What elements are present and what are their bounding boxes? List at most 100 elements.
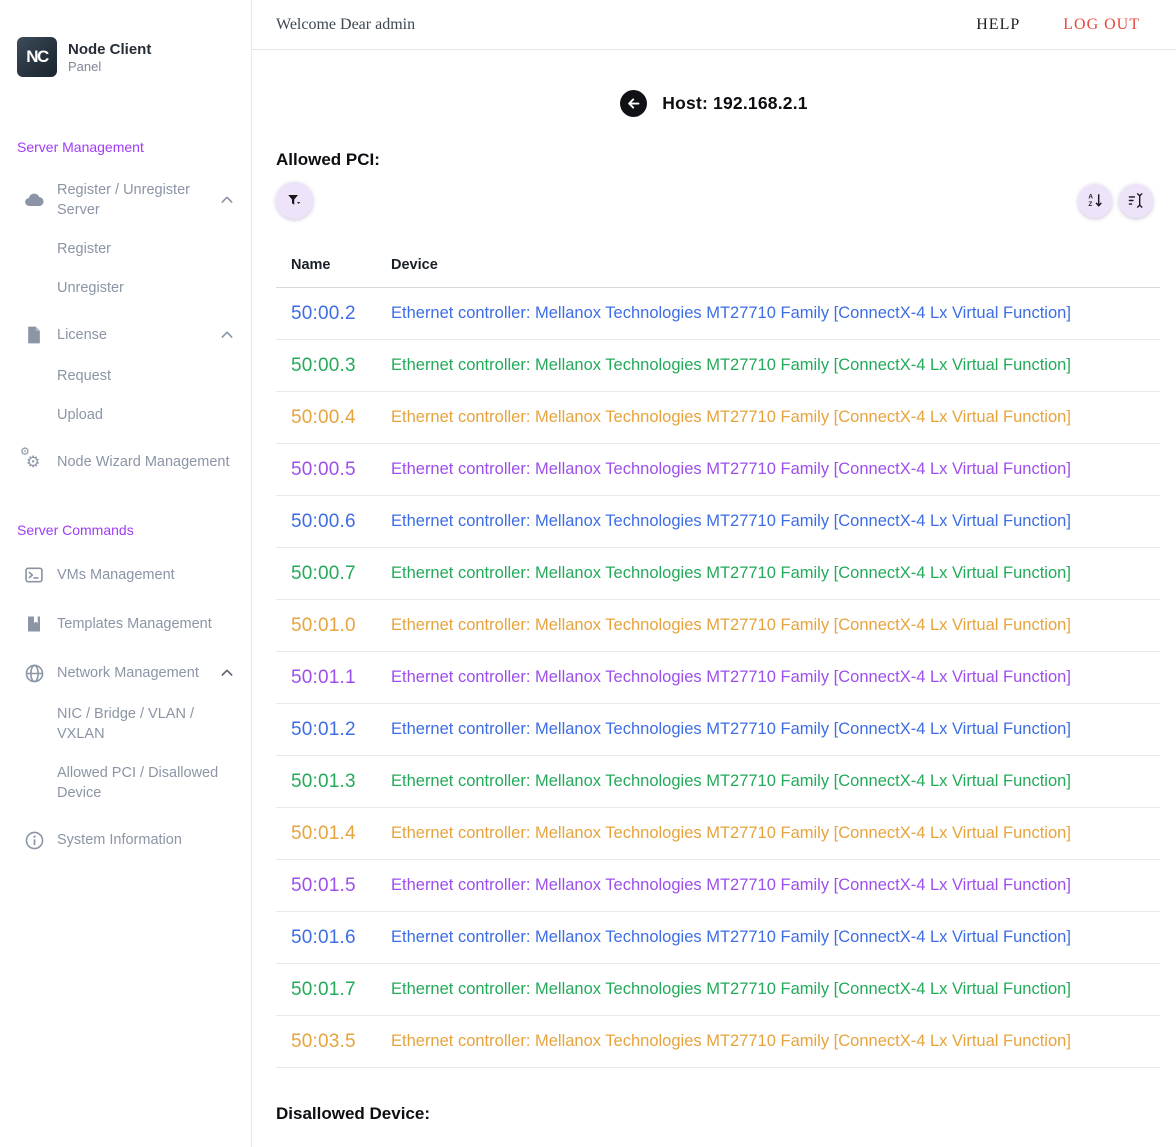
sidebar-item-request[interactable]: Request (57, 368, 112, 384)
sidebar-item-network-management[interactable]: Network Management (22, 661, 235, 685)
pci-device-cell: Ethernet controller: Mellanox Technologi… (391, 564, 1071, 582)
pci-name-cell[interactable]: 50:00.4 (291, 406, 356, 428)
table-row[interactable]: 50:00.2 Ethernet controller: Mellanox Tec… (276, 288, 1160, 340)
sidebar-item-unregister[interactable]: Unregister (57, 280, 124, 296)
chevron-up-icon (219, 327, 235, 343)
back-button[interactable] (620, 90, 648, 117)
filter-icon (287, 194, 300, 205)
sidebar-item-label: Node Wizard Management (57, 454, 230, 470)
sidebar-item-label: License (57, 327, 107, 343)
pci-name-cell[interactable]: 50:00.2 (291, 302, 356, 324)
pci-name-cell[interactable]: 50:01.6 (291, 926, 356, 948)
pci-name-cell[interactable]: 50:01.4 (291, 822, 356, 844)
sidebar-item-register-unregister-server[interactable]: Register / Unregister Server (22, 180, 235, 220)
help-link[interactable]: HELP (976, 15, 1021, 33)
pci-device-cell: Ethernet controller: Mellanox Technologi… (391, 824, 1071, 842)
logout-link[interactable]: LOG OUT (1063, 15, 1140, 33)
sidebar-item-node-wizard-management[interactable]: ⚙ ⚙ Node Wizard Management (20, 445, 235, 474)
table-toolbar: A Z (276, 182, 1153, 219)
pci-device-cell: Ethernet controller: Mellanox Technologi… (391, 512, 1071, 530)
info-icon (22, 828, 46, 852)
globe-icon (22, 661, 46, 685)
disallowed-device-heading: Disallowed Device: (276, 1104, 431, 1123)
table-row[interactable]: 50:01.7 Ethernet controller: Mellanox Tec… (276, 964, 1160, 1016)
allowed-pci-heading: Allowed PCI: (276, 150, 380, 169)
pci-name-cell[interactable]: 50:01.1 (291, 666, 356, 688)
pci-device-cell: Ethernet controller: Mellanox Technologi… (391, 928, 1071, 946)
pci-device-cell: Ethernet controller: Mellanox Technologi… (391, 876, 1071, 894)
pci-device-cell: Ethernet controller: Mellanox Technologi… (391, 668, 1071, 686)
pci-name-cell[interactable]: 50:00.7 (291, 562, 356, 584)
pci-name-cell[interactable]: 50:00.6 (291, 510, 356, 532)
sidebar-item-label: VMs Management (57, 567, 175, 583)
app-title: Node Client (68, 40, 152, 58)
sidebar-item-label: Network Management (57, 665, 199, 681)
table-row[interactable]: 50:00.3 Ethernet controller: Mellanox Tec… (276, 340, 1160, 392)
table-header: Name Device (276, 242, 1160, 288)
main-column: Welcome Dear admin HELP LOG OUT Host: 19… (252, 0, 1176, 1147)
svg-text:A: A (1088, 193, 1093, 200)
pci-device-cell: Ethernet controller: Mellanox Technologi… (391, 616, 1071, 634)
pci-device-cell: Ethernet controller: Mellanox Technologi… (391, 356, 1071, 374)
table-row[interactable]: 50:00.4 Ethernet controller: Mellanox Tec… (276, 392, 1160, 444)
column-header-name: Name (291, 256, 331, 273)
pci-device-cell: Ethernet controller: Mellanox Technologi… (391, 460, 1071, 478)
content-area: Host: 192.168.2.1 Allowed PCI: A Z (252, 50, 1176, 1147)
table-row[interactable]: 50:01.1 Ethernet controller: Mellanox Tec… (276, 652, 1160, 704)
logo-icon: NC (17, 37, 57, 77)
pci-device-cell: Ethernet controller: Mellanox Technologi… (391, 980, 1071, 998)
pci-name-cell[interactable]: 50:01.2 (291, 718, 356, 740)
cloud-icon (22, 188, 46, 212)
pci-device-cell: Ethernet controller: Mellanox Technologi… (391, 772, 1071, 790)
filter-button[interactable] (276, 182, 313, 219)
pci-name-cell[interactable]: 50:03.5 (291, 1030, 356, 1052)
table-row[interactable]: 50:01.4 Ethernet controller: Mellanox Tec… (276, 808, 1160, 860)
sort-amount-button[interactable] (1119, 183, 1153, 218)
table-row[interactable]: 50:00.7 Ethernet controller: Mellanox Tec… (276, 548, 1160, 600)
chevron-up-icon (219, 665, 235, 681)
column-header-device: Device (391, 256, 438, 273)
file-icon (22, 323, 46, 347)
table-row[interactable]: 50:01.3 Ethernet controller: Mellanox Tec… (276, 756, 1160, 808)
pci-device-cell: Ethernet controller: Mellanox Technologi… (391, 408, 1071, 426)
arrow-left-icon (628, 98, 640, 109)
sidebar-item-nic-bridge-vlan-vxlan[interactable]: NIC / Bridge / VLAN / VXLAN (57, 706, 194, 742)
table-row[interactable]: 50:00.5 Ethernet controller: Mellanox Tec… (276, 444, 1160, 496)
chevron-up-icon (219, 192, 235, 208)
table-body: 50:00.2 Ethernet controller: Mellanox Tec… (276, 288, 1160, 1068)
section-server-commands: Server Commands (17, 522, 134, 538)
pci-name-cell[interactable]: 50:01.7 (291, 978, 356, 1000)
pci-name-cell[interactable]: 50:01.0 (291, 614, 356, 636)
table-row[interactable]: 50:00.6 Ethernet controller: Mellanox Tec… (276, 496, 1160, 548)
pci-name-cell[interactable]: 50:01.3 (291, 770, 356, 792)
pci-device-cell: Ethernet controller: Mellanox Technologi… (391, 304, 1071, 322)
sidebar-item-vms-management[interactable]: VMs Management (22, 563, 235, 587)
gears-icon: ⚙ ⚙ (20, 445, 41, 471)
sort-amount-icon (1128, 193, 1143, 208)
sidebar: NC Node Client Panel Server Management R… (0, 0, 252, 1147)
sidebar-item-system-information[interactable]: System Information (22, 828, 235, 852)
sidebar-item-allowed-pci-disallowed-device[interactable]: Allowed PCI / Disallowed Device (57, 765, 219, 801)
pci-device-cell: Ethernet controller: Mellanox Technologi… (391, 720, 1071, 738)
sidebar-item-upload[interactable]: Upload (57, 407, 103, 423)
sort-alpha-icon: A Z (1088, 193, 1102, 208)
host-header: Host: 192.168.2.1 (252, 90, 1176, 117)
table-row[interactable]: 50:01.6 Ethernet controller: Mellanox Tec… (276, 912, 1160, 964)
table-row[interactable]: 50:01.5 Ethernet controller: Mellanox Tec… (276, 860, 1160, 912)
sidebar-item-license[interactable]: License (22, 323, 235, 347)
sidebar-item-register[interactable]: Register (57, 241, 111, 257)
sidebar-item-label: Register / Unregister Server (57, 182, 190, 218)
table-row[interactable]: 50:01.0 Ethernet controller: Mellanox Tec… (276, 600, 1160, 652)
table-row[interactable]: 50:03.5 Ethernet controller: Mellanox Tec… (276, 1016, 1160, 1068)
section-server-management: Server Management (17, 139, 144, 155)
pci-name-cell[interactable]: 50:00.3 (291, 354, 356, 376)
sort-alpha-button[interactable]: A Z (1078, 183, 1112, 218)
pci-name-cell[interactable]: 50:01.5 (291, 874, 356, 896)
allowed-pci-table: Name Device 50:00.2 Ethernet controller: … (276, 242, 1160, 1068)
table-row[interactable]: 50:01.2 Ethernet controller: Mellanox Tec… (276, 704, 1160, 756)
pci-name-cell[interactable]: 50:00.5 (291, 458, 356, 480)
app-logo: NC Node Client Panel (0, 0, 251, 77)
sidebar-item-templates-management[interactable]: Templates Management (22, 612, 235, 636)
template-icon (22, 612, 46, 636)
